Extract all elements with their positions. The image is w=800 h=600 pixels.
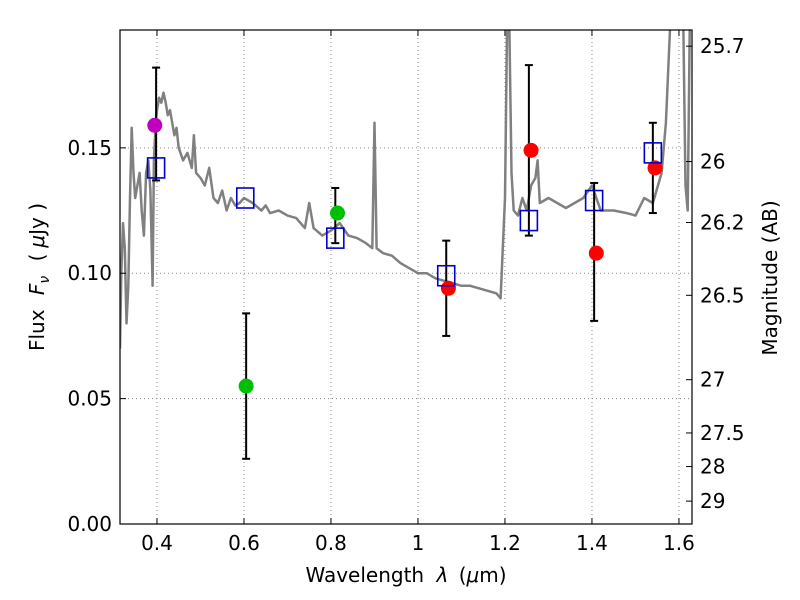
y2-tick-label-3: 26.5 <box>700 283 745 307</box>
axis-ticks: 0.4 0.6 0.8 1 1.2 1.4 1.6 0.00 0.05 0.10 0.15 25.7 2… <box>67 30 745 555</box>
x-tick-label-1: 0.6 <box>228 531 260 555</box>
y-axis-label: Flux Fν ( μJy ) <box>25 203 54 351</box>
y2-tick-label-5: 27.5 <box>700 421 745 445</box>
x-tick-label-4: 1.2 <box>489 531 521 555</box>
x-tick-label-6: 1.6 <box>663 531 695 555</box>
point-obs-606 <box>238 378 254 394</box>
y-axis-label-unit-open: ( <box>25 254 49 262</box>
x-axis-label-unit-mu: μ <box>466 563 480 587</box>
y2-tick-label-1: 26 <box>700 150 725 174</box>
x-tick-label-5: 1.4 <box>576 531 608 555</box>
x-tick-label-0: 0.4 <box>141 531 173 555</box>
y2-tick-label-6: 28 <box>700 455 725 479</box>
x-axis-label-unit-open: ( <box>459 563 467 587</box>
box-model-1.40 <box>584 189 604 212</box>
plot-frame <box>119 29 693 525</box>
y-tick-label-3: 0.15 <box>67 136 112 160</box>
y2-tick-label-2: 26.2 <box>700 211 745 235</box>
point-obs-1.55 <box>647 160 663 176</box>
observed-points <box>147 117 663 394</box>
point-obs-uv <box>147 117 163 133</box>
box-model-1.05 <box>436 264 456 287</box>
y2-tick-label-4: 27 <box>700 368 725 392</box>
y-tick-label-2: 0.10 <box>67 261 112 285</box>
point-obs-814 <box>329 205 345 221</box>
x-axis-label-text: Wavelength <box>305 563 424 587</box>
y-axis-label-symbol: F <box>25 283 49 295</box>
error-bars <box>152 64 657 460</box>
y-tick-label-0: 0.00 <box>67 512 112 536</box>
point-obs-1.40 <box>588 245 604 261</box>
y2-axis-label: Magnitude (AB) <box>758 200 782 355</box>
grid-lines <box>120 30 692 525</box>
x-axis-label-symbol: λ <box>435 563 448 587</box>
x-axis-label-unit-rest: m) <box>479 563 506 587</box>
model-points <box>146 142 663 287</box>
y-axis-label-text: Flux <box>25 309 49 351</box>
box-model-1.55 <box>643 142 663 164</box>
y2-tick-label-0: 25.7 <box>700 34 745 58</box>
y-axis-label-subscript: ν <box>37 276 53 284</box>
y-axis-label-unit-mu: μ <box>25 235 49 249</box>
box-model-814 <box>326 227 345 249</box>
point-obs-1.05 <box>440 280 456 296</box>
y2-tick-label-7: 29 <box>700 489 725 513</box>
y-axis-label-unit-rest: Jy ) <box>25 203 49 237</box>
spectrum-line <box>120 30 691 349</box>
x-axis-label: Wavelength λ (μm) <box>305 563 506 587</box>
point-obs-1.25 <box>523 142 539 158</box>
box-model-606 <box>235 187 255 209</box>
y-tick-label-1: 0.05 <box>67 387 112 411</box>
x-tick-label-3: 1 <box>412 531 425 555</box>
box-model-1.25 <box>519 209 539 232</box>
x-tick-label-2: 0.8 <box>315 531 347 555</box>
spectrum-series <box>120 30 691 349</box>
box-model-uv <box>146 157 166 179</box>
